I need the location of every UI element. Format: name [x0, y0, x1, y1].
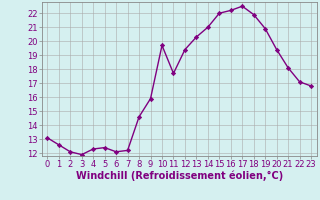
X-axis label: Windchill (Refroidissement éolien,°C): Windchill (Refroidissement éolien,°C) — [76, 171, 283, 181]
